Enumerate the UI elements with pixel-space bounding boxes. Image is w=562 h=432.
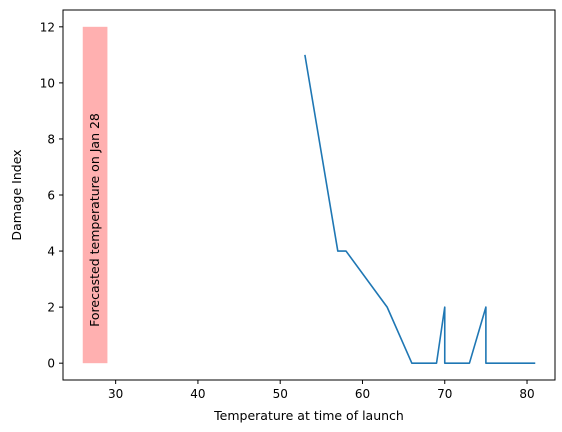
data-point: [493, 362, 495, 364]
data-point: [419, 362, 421, 364]
data-point: [534, 362, 536, 364]
data-point: [469, 362, 471, 364]
band-annotation: Forecasted temperature on Jan 28: [87, 113, 102, 327]
x-tick-label: 40: [190, 387, 205, 401]
y-tick-label: 6: [47, 189, 55, 203]
data-point: [510, 362, 512, 364]
data-point: [411, 362, 413, 364]
data-point: [386, 306, 388, 308]
y-axis-label: Damage Index: [9, 149, 24, 240]
data-point: [337, 250, 339, 252]
x-tick-label: 50: [273, 387, 288, 401]
x-axis-label: Temperature at time of launch: [213, 408, 404, 423]
x-tick-label: 80: [519, 387, 534, 401]
series-layer: [304, 54, 536, 364]
data-point: [345, 250, 347, 252]
x-tick-label: 60: [355, 387, 370, 401]
data-point: [485, 362, 487, 364]
x-tick-label: 70: [437, 387, 452, 401]
series-line: [304, 54, 536, 364]
x-tick-label: 30: [108, 387, 123, 401]
y-tick-label: 4: [47, 245, 55, 259]
data-point: [436, 362, 438, 364]
y-tick-label: 0: [47, 357, 55, 371]
band-layer: [82, 26, 108, 364]
y-tick-label: 10: [40, 76, 55, 90]
y-tick-label: 2: [47, 301, 55, 315]
forecast-band: [82, 26, 108, 364]
data-point: [427, 362, 429, 364]
data-point: [444, 362, 446, 364]
data-point: [444, 306, 446, 308]
data-point: [485, 306, 487, 308]
data-point: [460, 362, 462, 364]
y-tick-label: 8: [47, 132, 55, 146]
ticks-layer: 30 40 50 60 70 80 0 2 4 6 8 10 12: [40, 20, 535, 401]
data-point: [304, 54, 306, 56]
plot-frame: [62, 9, 556, 381]
y-tick-label: 12: [40, 20, 55, 34]
data-point: [518, 362, 520, 364]
